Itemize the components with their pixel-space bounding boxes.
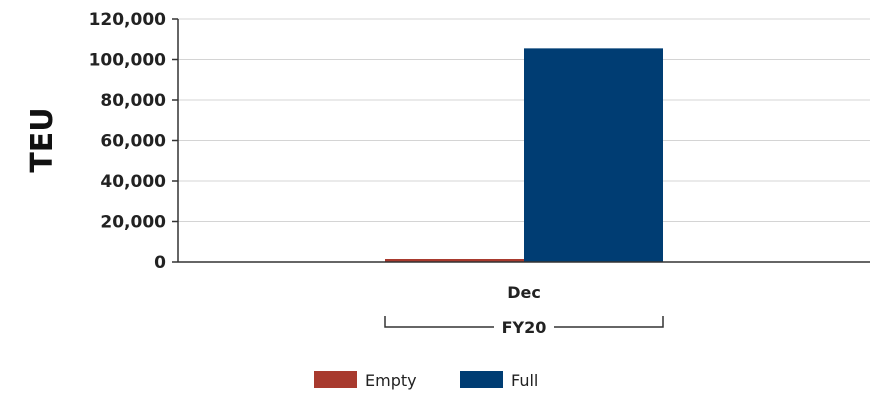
y-tick-label: 40,000 — [100, 172, 166, 192]
y-axis-label: TEU — [25, 107, 60, 172]
group-bracket-line — [384, 316, 664, 328]
legend-swatch-empty — [314, 371, 357, 388]
legend-label-empty: Empty — [365, 371, 417, 390]
x-category-label: Dec — [507, 283, 541, 302]
y-tick-label: 100,000 — [89, 51, 167, 71]
legend-label-full: Full — [511, 371, 538, 390]
group-label: FY20 — [502, 318, 547, 337]
bar-full — [524, 48, 663, 262]
bar-empty — [385, 259, 524, 262]
bars — [385, 48, 663, 262]
y-axis-ticks: 0 20,000 40,000 60,000 80,000 100,000 120,000 — [89, 10, 178, 273]
legend-swatch-full — [460, 371, 503, 388]
group-bracket: FY20 — [384, 316, 664, 337]
y-tick-label: 120,000 — [89, 10, 167, 30]
y-tick-label: 60,000 — [100, 132, 166, 152]
y-tick-label: 0 — [154, 253, 166, 273]
y-tick-label: 20,000 — [100, 213, 166, 233]
x-axis-categories: Dec — [507, 283, 541, 302]
legend: Empty Full — [314, 371, 538, 390]
y-tick-label: 80,000 — [100, 91, 166, 111]
